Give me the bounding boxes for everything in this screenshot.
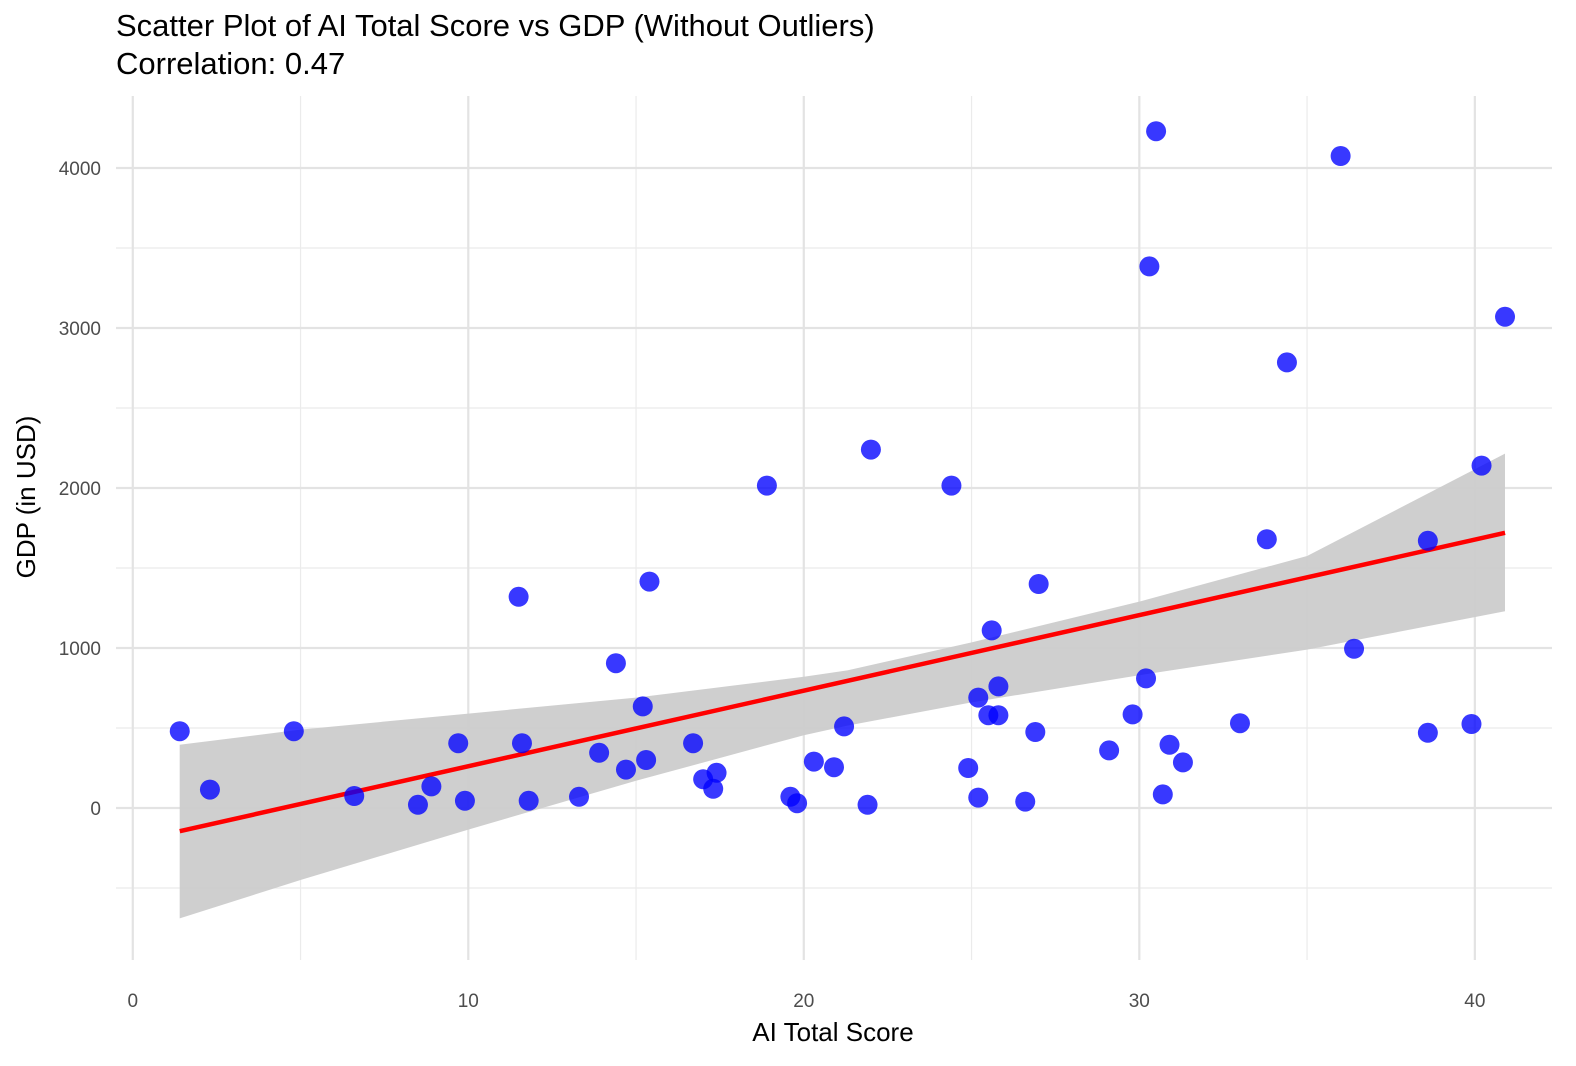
data-point [1152,784,1173,805]
data-point [1015,791,1036,812]
data-point [860,439,881,460]
data-point [448,733,469,754]
x-tick-label: 0 [127,991,138,1012]
chart-subtitle: Correlation: 0.47 [116,46,346,81]
y-tick-label: 2000 [59,479,101,500]
data-point [1028,574,1049,594]
data-point [615,759,636,780]
data-point [958,758,979,778]
data-point [518,790,539,811]
y-tick-label: 0 [90,799,101,820]
confidence-band-layer [179,453,1506,919]
data-point [1172,752,1193,773]
data-point [941,475,962,496]
data-point [169,721,190,742]
y-tick-label: 4000 [59,159,101,180]
data-point [1495,306,1516,327]
x-tick-label: 10 [458,991,479,1012]
data-point [1229,713,1250,734]
data-point [988,676,1009,697]
data-point [1276,352,1297,373]
data-point [857,794,878,815]
data-point [803,751,824,772]
data-point [1417,722,1438,743]
data-point [508,586,529,607]
data-point [706,762,727,783]
x-tick-label: 20 [793,991,814,1012]
data-point [1256,529,1277,550]
regression-line [179,530,1506,834]
data-point [968,787,989,808]
y-tick-label: 1000 [59,639,101,660]
data-point [632,696,653,717]
data-point [589,742,610,763]
x-tick-label: 40 [1464,991,1485,1012]
data-point [407,794,428,815]
data-point [824,757,844,778]
data-point [1025,722,1046,742]
data-point [683,733,704,754]
data-point [454,790,475,811]
data-point [511,733,532,754]
data-point [968,687,989,708]
regression-line-layer [179,530,1506,834]
data-point [981,620,1002,641]
y-axis-tick-labels: 0 1000 2000 3000 4000 [59,159,101,820]
data-point [1136,668,1157,689]
data-point [703,778,724,799]
data-point [344,786,365,806]
data-point [639,571,660,592]
data-point [756,475,777,496]
data-point [1417,530,1438,551]
data-point [988,705,1009,726]
data-point [1146,121,1167,142]
data-point [1122,704,1143,725]
data-point [636,750,657,770]
x-tick-label: 30 [1129,991,1150,1012]
data-points [169,121,1516,815]
data-point [1330,146,1351,166]
data-point [1471,455,1492,476]
y-axis-title: GDP (in USD) [11,416,41,579]
chart-title: Scatter Plot of AI Total Score vs GDP (W… [116,8,875,43]
data-point [283,721,304,742]
data-point [421,776,442,797]
data-point [569,786,590,807]
data-point [834,716,855,737]
data-point [1099,740,1120,761]
data-point [199,779,220,800]
data-point [1461,714,1482,734]
data-point [1344,638,1365,659]
confidence-band [179,453,1506,919]
data-point [605,653,626,674]
x-axis-title: AI Total Score [752,1017,913,1047]
data-point [787,793,808,814]
data-point [1159,734,1180,755]
y-tick-label: 3000 [59,319,101,340]
x-axis-tick-labels: 0 10 20 30 40 [127,991,1485,1012]
data-point [1139,256,1160,277]
